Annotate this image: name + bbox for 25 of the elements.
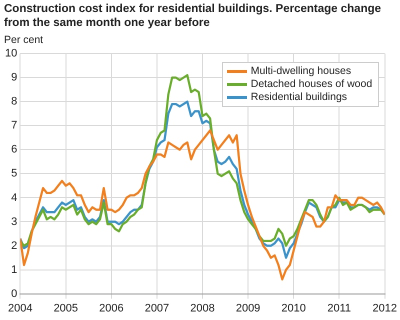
x-tick-label: 2004: [8, 302, 32, 314]
y-axis-title: Per cent: [4, 34, 44, 46]
y-tick-label: 6: [11, 144, 18, 156]
y-tick-label: 8: [11, 96, 18, 108]
chart-title: Construction cost index for residential buildings. Percentage change from the same month one year before: [4, 2, 382, 30]
x-tick-label: 2006: [99, 302, 124, 314]
x-tick-label: 2005: [54, 302, 78, 314]
x-tick-label: 2011: [327, 302, 352, 314]
y-tick-label: 10: [4, 48, 18, 60]
y-tick-label: 5: [11, 168, 18, 180]
legend-label: Detached houses of wood: [250, 78, 372, 91]
x-tick-label: 2010: [281, 302, 306, 314]
y-tick-label: 1: [11, 264, 18, 276]
y-tick-label: 0: [11, 288, 18, 300]
legend-label: Residential buildings: [250, 90, 348, 104]
y-tick-label: 7: [11, 120, 18, 132]
y-tick-label: 2: [11, 240, 18, 252]
legend-label: Multi-dwelling houses: [250, 64, 352, 78]
x-tick-label: 2008: [190, 302, 215, 314]
x-tick-label: 2009: [236, 302, 260, 314]
y-tick-label: 4: [11, 192, 18, 204]
y-tick-label: 3: [11, 216, 18, 228]
x-tick-label: 2007: [144, 302, 170, 314]
y-tick-label: 9: [11, 72, 18, 84]
x-tick-label: 2012: [372, 302, 398, 314]
